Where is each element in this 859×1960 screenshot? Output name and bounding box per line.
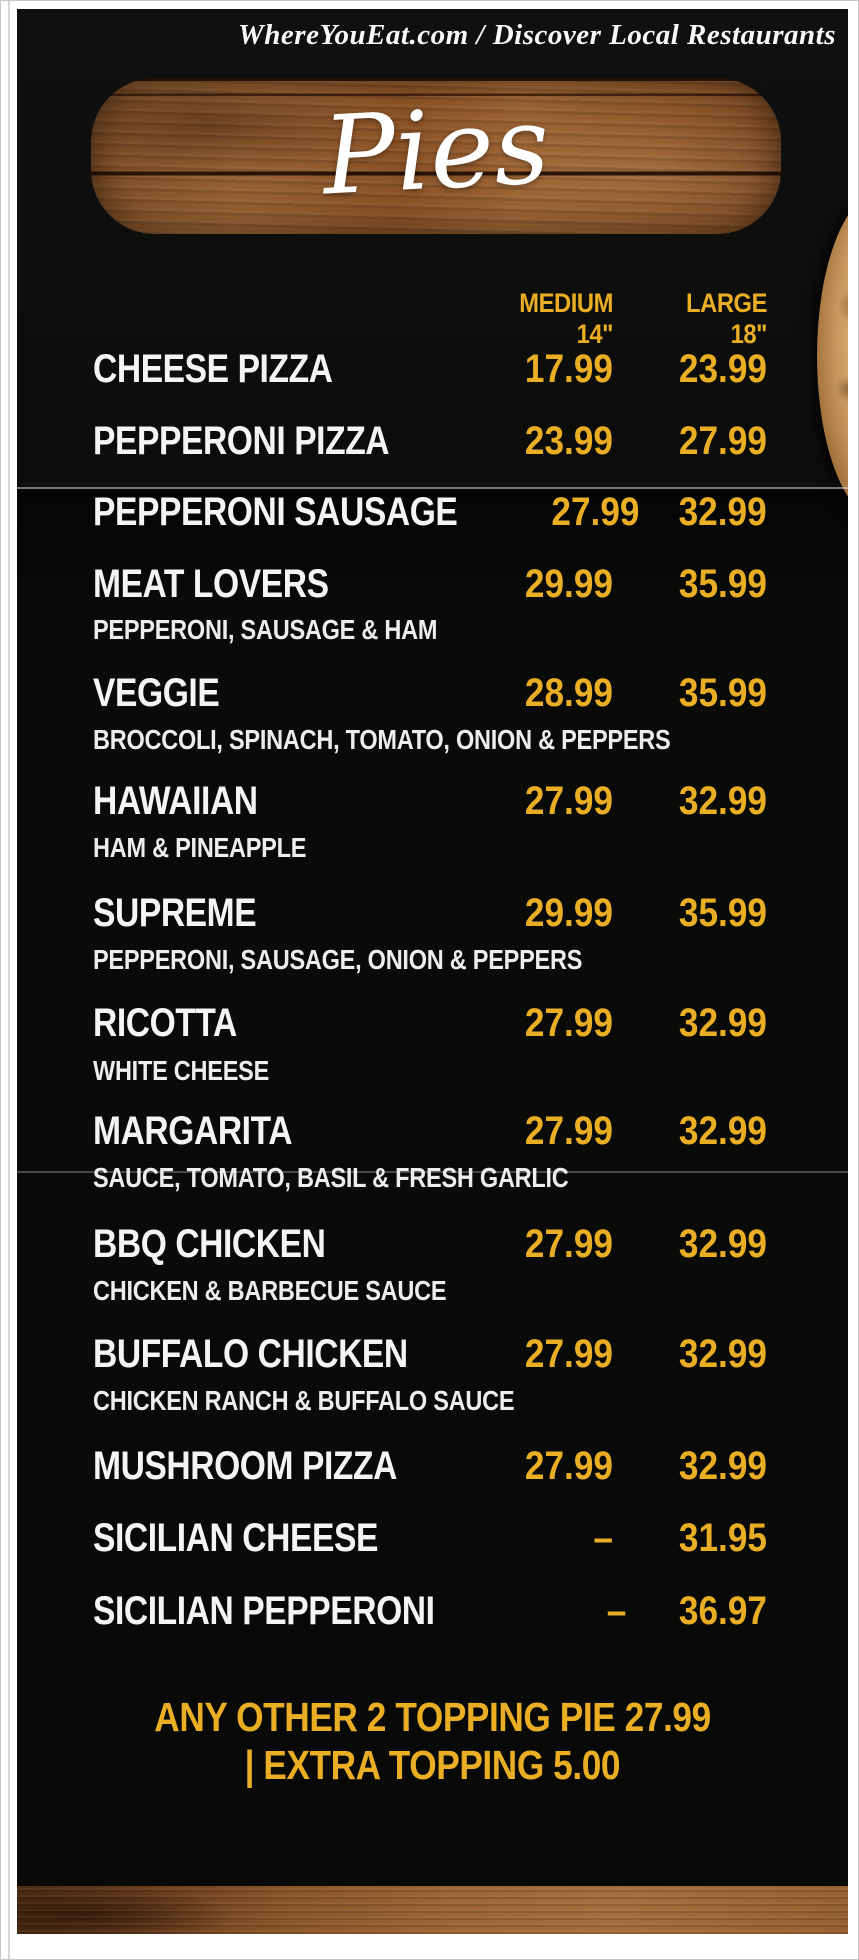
item-description: HAM & PINEAPPLE	[93, 832, 307, 863]
scan-seam-line	[17, 1171, 848, 1173]
section-title: Pies	[319, 82, 553, 220]
footer-note-line2: | EXTRA TOPPING 5.00	[244, 1742, 621, 1788]
item-price-medium: 27.99	[524, 1331, 613, 1376]
column-header-large: LARGE 18"	[686, 288, 767, 349]
item-price-large: 32.99	[678, 1221, 767, 1266]
menu-item-row: MARGARITA 27.99 32.99	[93, 1109, 767, 1153]
item-price-large: 32.99	[678, 1108, 767, 1153]
item-price-medium: 17.99	[524, 346, 613, 391]
menu-item-row: PEPPERONI PIZZA 23.99 27.99	[93, 419, 767, 463]
item-description: SAUCE, TOMATO, BASIL & FRESH GARLIC	[93, 1162, 569, 1193]
item-description: PEPPERONI, SAUSAGE, ONION & PEPPERS	[93, 944, 583, 975]
item-price-medium: 23.99	[524, 418, 613, 463]
item-name: SUPREME	[93, 890, 257, 935]
item-price-medium: 28.99	[524, 670, 613, 715]
menu-item-row: SUPREME 29.99 35.99	[93, 891, 767, 935]
item-price-medium: 29.99	[524, 561, 613, 606]
item-price-medium: 27.99	[524, 1000, 613, 1045]
item-price-large: 32.99	[678, 1443, 767, 1488]
item-price-large: 35.99	[678, 670, 767, 715]
menu-item-row: HAWAIIAN 27.99 32.99	[93, 779, 767, 823]
menu-item-row: SICILIAN CHEESE – 31.95	[93, 1516, 767, 1560]
item-price-large: 35.99	[678, 561, 767, 606]
item-price-large: 32.99	[678, 489, 767, 534]
item-price-medium: 27.99	[524, 1443, 613, 1488]
item-name: SICILIAN CHEESE	[93, 1515, 378, 1560]
menu-background: WhereYouEat.com / Discover Local Restaur…	[17, 9, 848, 1934]
item-name: PEPPERONI SAUSAGE	[93, 489, 458, 534]
item-name: MEAT LOVERS	[93, 561, 329, 606]
item-price-large: 32.99	[678, 1000, 767, 1045]
item-name: SICILIAN PEPPERONI	[93, 1588, 435, 1633]
item-name: MUSHROOM PIZZA	[93, 1443, 397, 1488]
site-banner-text: WhereYouEat.com / Discover Local Restaur…	[238, 19, 836, 51]
item-name: MARGARITA	[93, 1108, 293, 1153]
item-name: PEPPERONI PIZZA	[93, 418, 390, 463]
item-price-medium: –	[606, 1588, 627, 1633]
item-price-large: 27.99	[678, 418, 767, 463]
item-description: WHITE CHEESE	[93, 1055, 270, 1086]
item-name: BUFFALO CHICKEN	[93, 1331, 408, 1376]
menu-item-row: PEPPERONI SAUSAGE 27.99 32.99	[93, 490, 767, 534]
item-price-large: 23.99	[678, 346, 767, 391]
item-description: PEPPERONI, SAUSAGE & HAM	[93, 614, 438, 645]
menu-item-row: BUFFALO CHICKEN 27.99 32.99	[93, 1332, 767, 1376]
menu-item-row: BBQ CHICKEN 27.99 32.99	[93, 1222, 767, 1266]
item-price-medium: 29.99	[524, 890, 613, 935]
item-description: CHICKEN & BARBECUE SAUCE	[93, 1275, 447, 1306]
bottom-wood-strip	[17, 1886, 848, 1934]
item-name: RICOTTA	[93, 1000, 237, 1045]
item-description: CHICKEN RANCH & BUFFALO SAUCE	[93, 1385, 515, 1416]
item-price-medium: 27.99	[551, 489, 640, 534]
scan-seam-line	[17, 487, 848, 489]
item-price-large: 35.99	[678, 890, 767, 935]
item-name: VEGGIE	[93, 670, 220, 715]
item-name: HAWAIIAN	[93, 778, 258, 823]
pizza-crust-photo	[817, 191, 848, 521]
item-description: BROCCOLI, SPINACH, TOMATO, ONION & PEPPE…	[93, 724, 671, 755]
menu-item-row: RICOTTA 27.99 32.99	[93, 1001, 767, 1045]
item-price-medium: 27.99	[524, 1221, 613, 1266]
price-column-headers: MEDIUM 14" LARGE 18"	[93, 288, 767, 350]
item-name: CHEESE PIZZA	[93, 346, 333, 391]
menu-item-row: CHEESE PIZZA 17.99 23.99	[93, 347, 767, 391]
item-price-medium: 27.99	[524, 778, 613, 823]
menu-item-row: VEGGIE 28.99 35.99	[93, 671, 767, 715]
menu-item-row: MEAT LOVERS 29.99 35.99	[93, 562, 767, 606]
menu-item-row: MUSHROOM PIZZA 27.99 32.99	[93, 1444, 767, 1488]
item-price-large: 32.99	[678, 1331, 767, 1376]
item-price-large: 32.99	[678, 778, 767, 823]
column-header-medium: MEDIUM 14"	[519, 288, 613, 349]
footer-note-line1: ANY OTHER 2 TOPPING PIE 27.99	[154, 1694, 711, 1740]
item-name: BBQ CHICKEN	[93, 1221, 326, 1266]
item-price-large: 31.95	[678, 1515, 767, 1560]
menu-item-row: SICILIAN PEPPERONI – 36.97	[93, 1589, 767, 1633]
item-price-medium: 27.99	[524, 1108, 613, 1153]
item-price-large: 36.97	[678, 1588, 767, 1633]
pies-wood-banner: Pies	[91, 78, 781, 234]
item-price-medium: –	[593, 1515, 613, 1560]
